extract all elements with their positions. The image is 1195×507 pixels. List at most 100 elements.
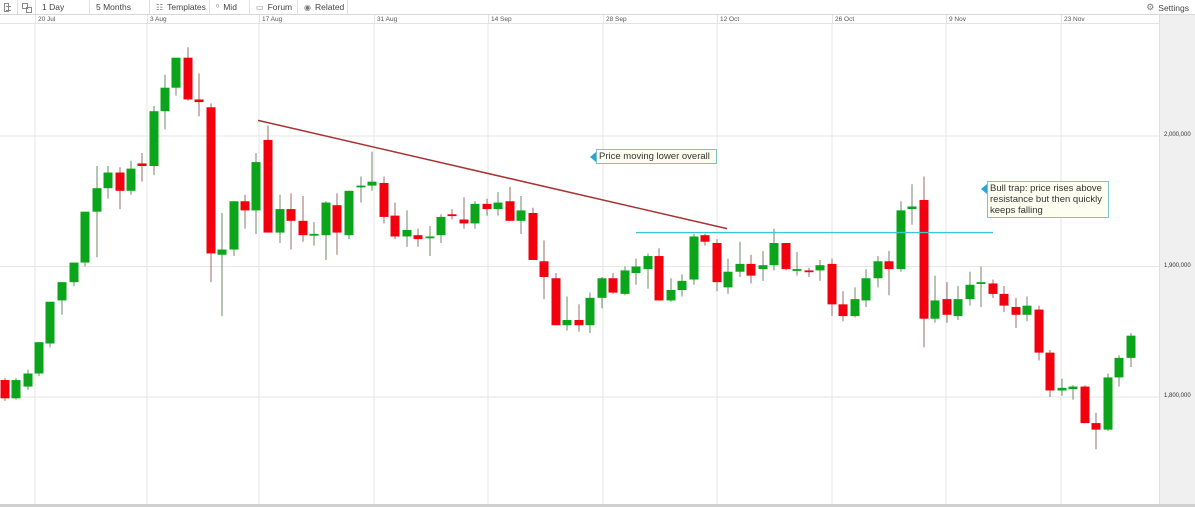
candle-down <box>528 212 538 260</box>
candle-up <box>585 297 595 326</box>
candle-up <box>758 265 768 270</box>
candle-up <box>425 236 435 239</box>
x-tick-label: 9 Nov <box>946 15 966 24</box>
price-type-icon: ⁰ <box>216 2 220 12</box>
y-axis[interactable]: 2,000,000 1,900,000 1,800,000 <box>1159 15 1195 504</box>
trend-annotation-text: Price moving lower overall <box>599 151 710 162</box>
candle-down <box>390 215 400 237</box>
range-select[interactable]: 5 Months <box>90 0 150 14</box>
candle-down <box>1034 309 1044 353</box>
candle-up <box>160 87 170 112</box>
candle-up <box>562 320 572 326</box>
candle-down <box>999 293 1009 306</box>
candle-up <box>965 284 975 300</box>
candle-up <box>23 373 33 387</box>
candle-up <box>229 201 239 250</box>
candle-up <box>815 265 825 271</box>
candle-up <box>516 210 526 221</box>
list-icon <box>4 2 11 12</box>
x-tick-label: 23 Nov <box>1061 15 1085 24</box>
candle-up <box>769 243 779 266</box>
candle-up <box>735 263 745 272</box>
candle-up <box>631 266 641 274</box>
candle-down <box>379 182 389 217</box>
layout-button[interactable] <box>18 0 36 14</box>
candle-up <box>344 190 354 236</box>
candle-down <box>781 243 791 270</box>
candle-down <box>608 278 618 293</box>
candle-up <box>1068 386 1078 390</box>
candle-up <box>861 278 871 301</box>
horizontal-scrollbar[interactable] <box>0 504 1195 507</box>
templates-button[interactable]: ☷ Templates <box>150 0 210 14</box>
candle-down <box>332 205 342 233</box>
interval-label: 1 Day <box>42 2 65 12</box>
candle-down <box>919 199 929 319</box>
candle-down <box>115 172 125 191</box>
candle-up <box>251 162 261 211</box>
candle-down <box>827 263 837 305</box>
candle-up <box>470 203 480 224</box>
candle-up <box>953 299 963 317</box>
candle-up <box>666 289 676 301</box>
candle-down <box>183 57 193 100</box>
candle-down <box>206 107 216 254</box>
bull-trap-annotation[interactable]: Bull trap: price rises above resistance … <box>981 181 1109 218</box>
candle-up <box>930 300 940 319</box>
candle-up <box>850 299 860 317</box>
eye-icon: ◉ <box>304 2 311 12</box>
x-tick-label: 20 Jul <box>35 15 55 24</box>
x-tick-label: 3 Aug <box>147 15 167 24</box>
templates-label: Templates <box>167 2 206 12</box>
candle-up <box>873 261 883 279</box>
candle-up <box>643 256 653 270</box>
candle-up <box>57 282 67 301</box>
candle-up <box>45 301 55 344</box>
candle-up <box>69 262 79 283</box>
templates-icon: ☷ <box>156 2 164 12</box>
candle-up <box>92 188 102 212</box>
related-button[interactable]: ◉ Related <box>298 0 348 14</box>
chart-toolbar: 1 Day 5 Months ☷ Templates ⁰ Mid ▭ Forum… <box>0 0 1195 15</box>
gear-icon: ⚙ <box>1146 2 1155 12</box>
candle-down <box>654 256 664 301</box>
range-label: 5 Months <box>96 2 131 12</box>
candle-down <box>942 299 952 315</box>
candle-down <box>574 320 584 326</box>
candle-down <box>1080 386 1090 424</box>
settings-button[interactable]: ⚙ Settings <box>1146 2 1189 13</box>
trend-annotation[interactable]: Price moving lower overall <box>590 149 717 164</box>
candle-down <box>298 220 308 236</box>
candle-up <box>792 269 802 271</box>
price-type-button[interactable]: ⁰ Mid <box>210 0 250 14</box>
candle-down <box>263 139 273 233</box>
candle-up <box>976 282 986 284</box>
view-toggle-button[interactable] <box>0 0 18 14</box>
mid-label: Mid <box>223 2 237 12</box>
x-tick-label: 26 Oct <box>832 15 854 24</box>
candle-down <box>539 261 549 277</box>
x-tick-label: 12 Oct <box>717 15 739 24</box>
candle-up <box>1126 335 1136 358</box>
candle-up <box>620 270 630 294</box>
x-axis: 20 Jul 3 Aug 17 Aug 31 Aug 14 Sep 28 Sep 12 Oc… <box>0 15 1160 24</box>
candle-down <box>1011 306 1021 315</box>
related-label: Related <box>314 2 345 12</box>
candle-up <box>217 249 227 255</box>
settings-label: Settings <box>1158 2 1189 13</box>
candle-up <box>80 211 90 263</box>
candle-up <box>907 206 917 210</box>
interval-select[interactable]: 1 Day <box>36 0 90 14</box>
candle-up <box>34 342 44 374</box>
bull-trap-annotation-text: Bull trap: price rises above resistance … <box>990 183 1102 216</box>
candle-down <box>482 203 492 210</box>
candle-down <box>988 283 998 294</box>
y-tick-label: 1,900,000 <box>1164 262 1191 269</box>
candle-down <box>413 235 423 240</box>
candle-up <box>689 236 699 280</box>
downtrend-line[interactable] <box>257 119 728 230</box>
candle-down <box>838 304 848 317</box>
candlestick-plot[interactable] <box>0 24 1159 504</box>
forum-button[interactable]: ▭ Forum <box>250 0 298 14</box>
